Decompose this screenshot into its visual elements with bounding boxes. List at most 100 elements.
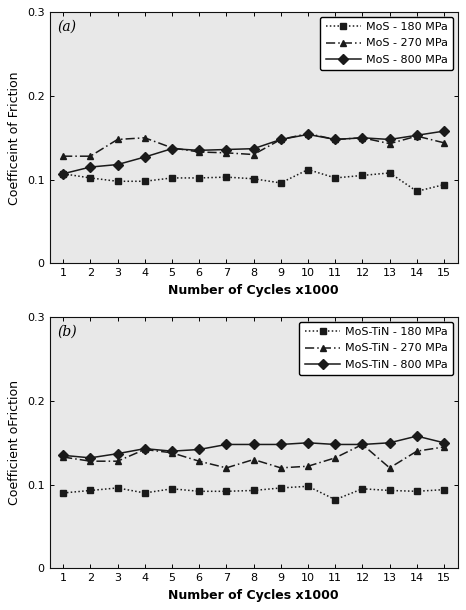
MoS-TiN - 180 MPa [115, 484, 120, 492]
MoS-TiN - 800 MPa [387, 439, 392, 447]
MoS-TiN - 180 MPa [224, 487, 229, 495]
MoS-TiN - 800 MPa [251, 441, 256, 448]
MoS-TiN - 270 MPa [251, 456, 256, 463]
Line: MoS-TiN - 270 MPa: MoS-TiN - 270 MPa [60, 441, 447, 472]
MoS-TiN - 800 MPa [332, 441, 338, 448]
MoS - 270 MPa [169, 144, 175, 151]
MoS - 270 MPa [305, 130, 311, 137]
MoS-TiN - 800 MPa [414, 432, 420, 440]
MoS - 180 MPa [60, 170, 66, 178]
MoS - 270 MPa [387, 140, 392, 147]
MoS-TiN - 800 MPa [88, 454, 93, 462]
MoS - 800 MPa [169, 145, 175, 152]
MoS-TiN - 180 MPa [142, 489, 148, 497]
MoS - 800 MPa [278, 136, 284, 143]
MoS - 180 MPa [441, 181, 447, 188]
MoS-TiN - 180 MPa [360, 485, 365, 492]
MoS - 180 MPa [224, 173, 229, 181]
MoS - 800 MPa [360, 134, 365, 142]
MoS-TiN - 180 MPa [169, 485, 175, 492]
MoS-TiN - 800 MPa [305, 439, 311, 447]
Y-axis label: Coefficient oFriction: Coefficient oFriction [8, 380, 21, 505]
MoS-TiN - 270 MPa [305, 462, 311, 470]
MoS - 270 MPa [278, 136, 284, 143]
MoS - 180 MPa [360, 172, 365, 179]
MoS-TiN - 800 MPa [224, 441, 229, 448]
MoS-TiN - 180 MPa [88, 487, 93, 494]
MoS-TiN - 270 MPa [224, 464, 229, 472]
MoS - 180 MPa [196, 174, 202, 182]
MoS - 180 MPa [142, 178, 148, 185]
MoS-TiN - 800 MPa [115, 450, 120, 458]
MoS - 800 MPa [115, 161, 120, 168]
MoS - 800 MPa [224, 146, 229, 153]
MoS - 800 MPa [441, 127, 447, 135]
MoS-TiN - 180 MPa [251, 487, 256, 494]
MoS - 800 MPa [414, 132, 420, 139]
MoS-TiN - 270 MPa [142, 446, 148, 453]
MoS - 270 MPa [251, 151, 256, 158]
MoS-TiN - 270 MPa [332, 454, 338, 462]
MoS-TiN - 800 MPa [169, 448, 175, 455]
Text: (b): (b) [58, 325, 77, 339]
MoS-TiN - 180 MPa [441, 486, 447, 493]
MoS-TiN - 180 MPa [387, 487, 392, 494]
Line: MoS-TiN - 180 MPa: MoS-TiN - 180 MPa [60, 483, 447, 503]
Text: (a): (a) [58, 20, 77, 34]
MoS - 180 MPa [332, 174, 338, 182]
MoS - 180 MPa [387, 169, 392, 176]
MoS - 270 MPa [60, 152, 66, 160]
MoS-TiN - 180 MPa [196, 487, 202, 495]
MoS - 800 MPa [387, 136, 392, 143]
MoS - 180 MPa [115, 178, 120, 185]
MoS - 800 MPa [88, 163, 93, 171]
MoS - 270 MPa [196, 148, 202, 156]
Line: MoS - 180 MPa: MoS - 180 MPa [60, 166, 447, 195]
MoS - 180 MPa [251, 175, 256, 182]
MoS-TiN - 270 MPa [441, 443, 447, 451]
MoS-TiN - 270 MPa [115, 458, 120, 465]
MoS-TiN - 800 MPa [360, 441, 365, 448]
MoS - 180 MPa [88, 174, 93, 182]
MoS - 270 MPa [224, 149, 229, 157]
MoS - 180 MPa [278, 179, 284, 187]
MoS - 270 MPa [414, 132, 420, 140]
Line: MoS - 800 MPa: MoS - 800 MPa [60, 127, 447, 178]
MoS-TiN - 270 MPa [278, 464, 284, 472]
MoS - 800 MPa [251, 145, 256, 152]
MoS-TiN - 270 MPa [196, 458, 202, 465]
MoS-TiN - 800 MPa [196, 446, 202, 453]
MoS-TiN - 270 MPa [88, 458, 93, 465]
MoS-TiN - 800 MPa [60, 451, 66, 459]
Line: MoS-TiN - 800 MPa: MoS-TiN - 800 MPa [60, 432, 447, 461]
MoS - 270 MPa [332, 136, 338, 143]
MoS-TiN - 800 MPa [278, 441, 284, 448]
Y-axis label: Coefficeint of Friction: Coefficeint of Friction [8, 71, 21, 204]
Line: MoS - 270 MPa: MoS - 270 MPa [60, 130, 447, 160]
MoS - 800 MPa [305, 131, 311, 138]
MoS-TiN - 270 MPa [169, 449, 175, 456]
Legend: MoS-TiN - 180 MPa, MoS-TiN - 270 MPa, MoS-TiN - 800 MPa: MoS-TiN - 180 MPa, MoS-TiN - 270 MPa, Mo… [299, 322, 453, 375]
MoS - 800 MPa [142, 153, 148, 160]
MoS - 270 MPa [441, 139, 447, 146]
MoS-TiN - 180 MPa [414, 487, 420, 495]
Legend: MoS - 180 MPa, MoS - 270 MPa, MoS - 800 MPa: MoS - 180 MPa, MoS - 270 MPa, MoS - 800 … [320, 17, 453, 70]
MoS-TiN - 180 MPa [332, 496, 338, 503]
MoS-TiN - 800 MPa [142, 445, 148, 452]
MoS-TiN - 180 MPa [305, 483, 311, 490]
MoS - 800 MPa [196, 146, 202, 154]
MoS - 270 MPa [115, 136, 120, 143]
MoS-TiN - 270 MPa [360, 441, 365, 448]
MoS - 800 MPa [60, 170, 66, 178]
MoS - 180 MPa [305, 166, 311, 173]
MoS - 270 MPa [88, 152, 93, 160]
MoS-TiN - 270 MPa [387, 464, 392, 472]
MoS-TiN - 180 MPa [60, 489, 66, 497]
MoS-TiN - 800 MPa [441, 439, 447, 447]
X-axis label: Number of Cycles x1000: Number of Cycles x1000 [168, 284, 339, 296]
MoS-TiN - 180 MPa [278, 484, 284, 492]
MoS - 800 MPa [332, 136, 338, 143]
MoS-TiN - 270 MPa [414, 448, 420, 455]
MoS - 270 MPa [360, 134, 365, 142]
MoS - 180 MPa [414, 188, 420, 195]
